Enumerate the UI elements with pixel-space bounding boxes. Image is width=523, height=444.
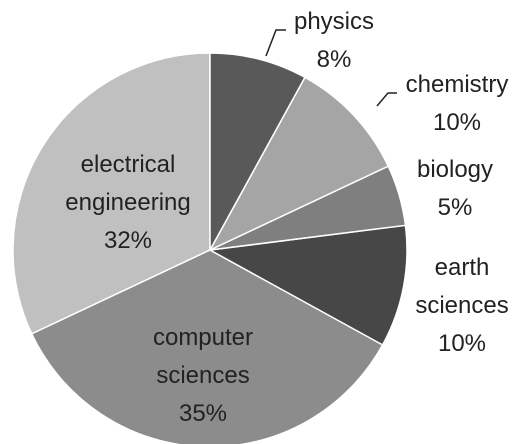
slice-label: biology 5% (395, 151, 515, 227)
slice-label: earth sciences 10% (407, 249, 517, 363)
value-label: 32% (103, 227, 153, 254)
slice-label: electrical engineering 32% (43, 146, 213, 260)
category-label: physics (293, 8, 375, 35)
slice-label: chemistry 10% (387, 66, 523, 142)
value-label: 10% (432, 109, 482, 136)
category-label: computer sciences (152, 324, 254, 389)
pie-slice (208, 76, 390, 252)
pie-slice (30, 249, 384, 444)
category-label: electrical engineering (65, 151, 191, 216)
category-label: earth sciences (415, 254, 509, 319)
value-label: 10% (437, 330, 487, 357)
category-label: chemistry (405, 71, 509, 98)
pie-slice (207, 224, 408, 346)
category-label: biology (416, 156, 494, 183)
slice-label: computer sciences 35% (128, 319, 278, 433)
leader-line (376, 92, 397, 107)
pie-slice (12, 52, 211, 335)
value-label: 8% (316, 46, 352, 73)
slice-label: physics 8% (274, 3, 394, 79)
value-label: 35% (178, 400, 228, 427)
pie-slice (209, 52, 306, 251)
leader-line (265, 29, 286, 57)
value-label: 5% (437, 194, 473, 221)
